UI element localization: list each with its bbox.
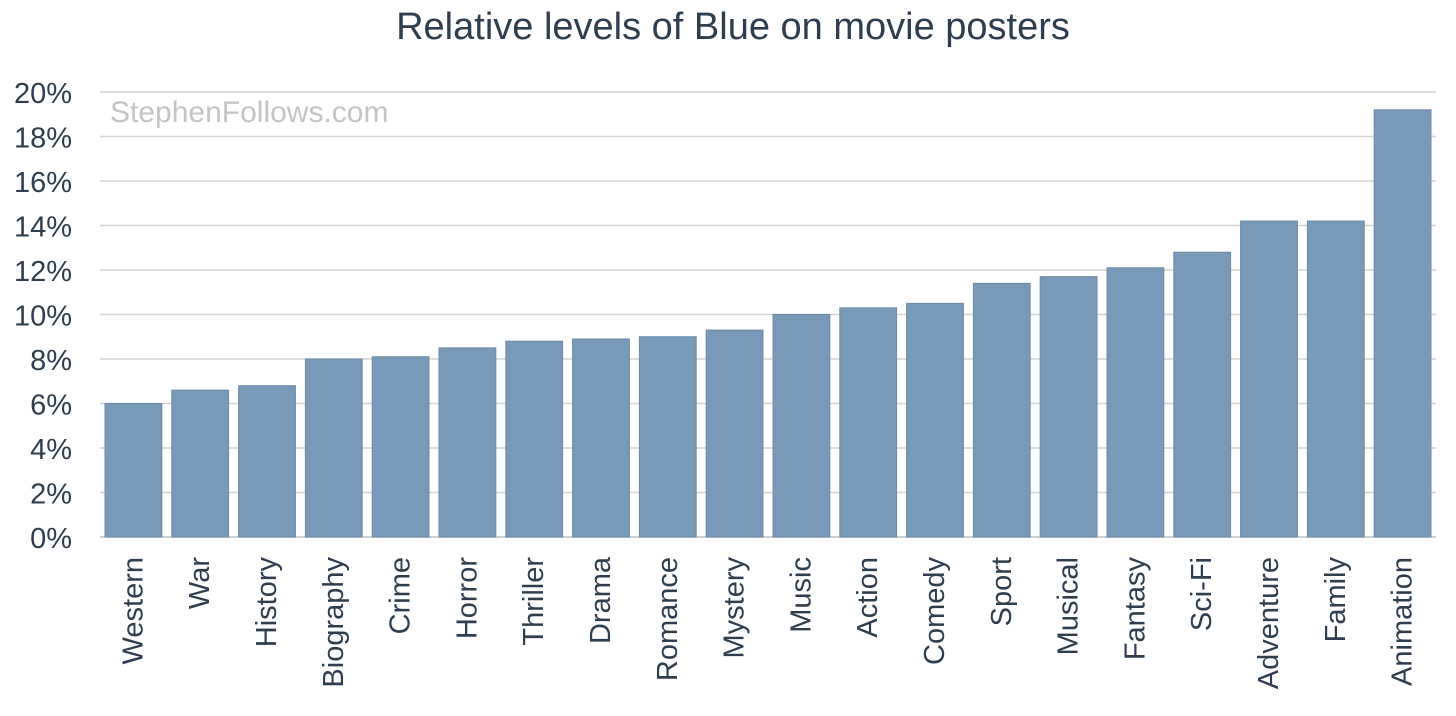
bar-family [1306, 220, 1365, 538]
bar-romance [638, 336, 697, 538]
bar-thriller [505, 340, 564, 538]
bar-animation [1373, 109, 1432, 538]
bar-sci-fi [1173, 251, 1232, 538]
x-tick-label: Mystery [719, 557, 751, 659]
x-tick-label: Family [1320, 557, 1352, 643]
bar-fantasy [1106, 267, 1165, 538]
bar-music [772, 314, 831, 538]
x-tick-label: Musical [1053, 557, 1085, 655]
x-tick-label: Action [852, 557, 884, 638]
x-tick-label: Comedy [919, 557, 951, 665]
x-tick-label: Biography [318, 557, 350, 688]
x-tick-label: Music [785, 557, 817, 633]
x-tick-label: Drama [585, 556, 617, 644]
bar-musical [1039, 276, 1098, 538]
bar-action [839, 307, 898, 538]
watermark: StephenFollows.com [110, 96, 389, 129]
x-tick-label: History [251, 557, 283, 648]
x-tick-label: Adventure [1253, 557, 1285, 689]
y-tick-label: 14% [14, 212, 72, 244]
x-tick-label: Horror [451, 557, 483, 640]
x-tick-label: Thriller [518, 557, 550, 646]
bar-comedy [906, 302, 964, 538]
bar-mystery [705, 329, 764, 538]
x-tick-label: Fantasy [1119, 557, 1151, 661]
y-tick-label: 6% [30, 390, 72, 422]
bar-horror [438, 347, 497, 538]
chart-title: Relative levels of Blue on movie posters [396, 6, 1070, 48]
y-tick-label: 8% [30, 345, 72, 377]
x-tick-label: Animation [1387, 557, 1419, 686]
bar-western [104, 403, 163, 538]
x-tick-label: Crime [385, 557, 417, 634]
y-tick-label: 4% [30, 434, 72, 466]
x-tick-label: Western [117, 557, 149, 664]
y-tick-label: 12% [14, 256, 72, 288]
bar-war [171, 389, 230, 538]
y-tick-label: 0% [30, 523, 72, 555]
bar-history [238, 385, 296, 538]
x-tick-label: Romance [652, 557, 684, 681]
y-tick-label: 10% [14, 301, 72, 333]
y-tick-label: 2% [30, 479, 72, 511]
bar-biography [304, 358, 363, 538]
y-tick-label: 20% [14, 78, 72, 110]
x-tick-label: Sci-Fi [1186, 557, 1218, 631]
x-tick-label: Sport [986, 557, 1018, 626]
y-tick-label: 18% [14, 123, 72, 155]
bar-sport [972, 282, 1031, 538]
bar-drama [572, 338, 630, 538]
bar-adventure [1240, 220, 1298, 538]
x-tick-label: War [184, 557, 216, 609]
bar-crime [371, 356, 430, 538]
y-tick-label: 16% [14, 167, 72, 199]
